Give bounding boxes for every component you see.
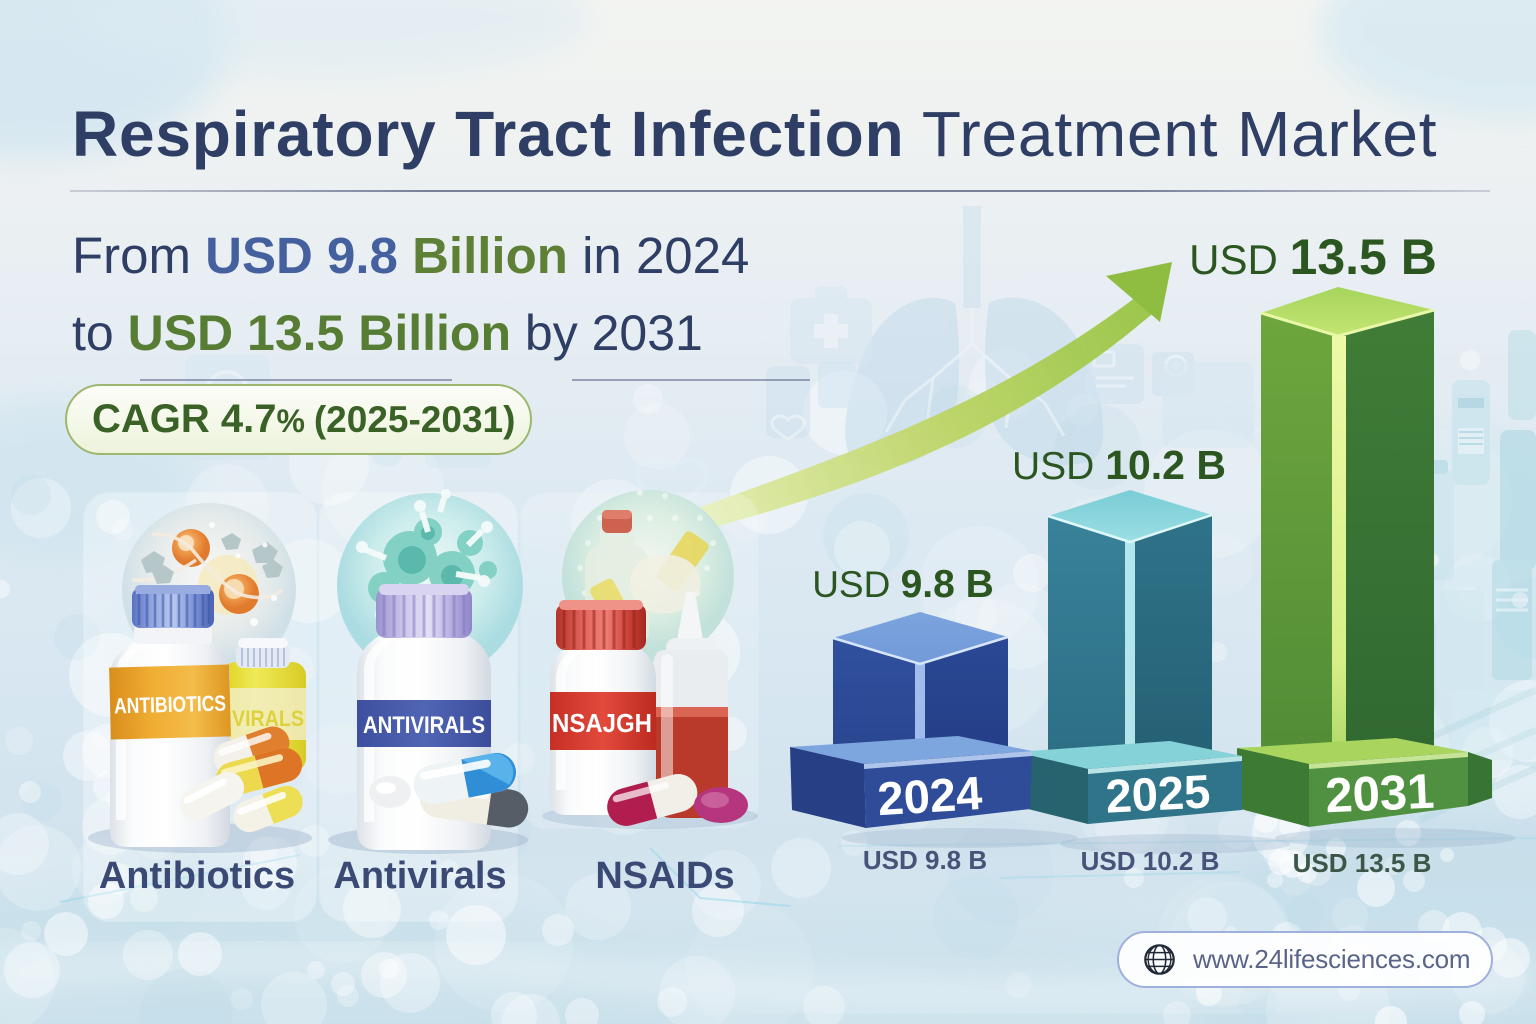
svg-text:2025: 2025 — [1104, 764, 1211, 822]
svg-text:ANTIVIRALS: ANTIVIRALS — [363, 712, 485, 739]
svg-text:VIRALS: VIRALS — [232, 706, 304, 731]
svg-text:2031: 2031 — [1324, 765, 1435, 824]
svg-text:ANTIBIOTICS: ANTIBIOTICS — [114, 691, 227, 719]
svg-text:NSAJGH: NSAJGH — [552, 708, 652, 738]
svg-text:2024: 2024 — [876, 766, 984, 825]
